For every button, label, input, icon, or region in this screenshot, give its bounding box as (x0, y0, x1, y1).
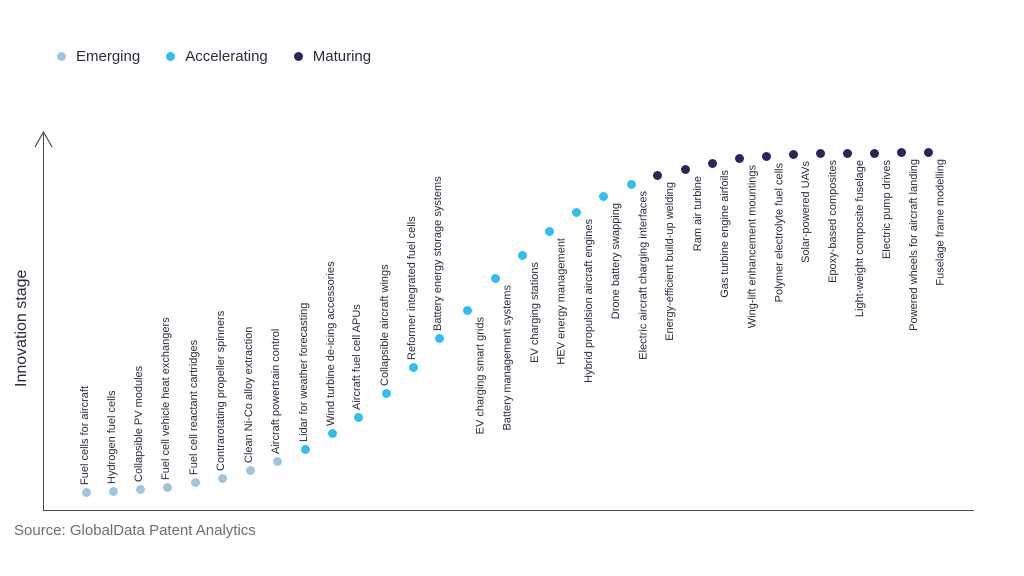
data-point-label: Clean Ni-Co alloy extraction (243, 326, 255, 463)
data-point-dot (81, 487, 91, 497)
data-point-label: Fuel cell reactant cartridges (188, 339, 200, 475)
data-point-label: Collapsible aircraft wings (379, 264, 391, 386)
data-point-dot (544, 226, 554, 236)
data-point-label: Aircraft powertrain control (270, 328, 282, 454)
y-axis-arrow-icon (34, 130, 53, 148)
data-point-dot (761, 151, 771, 161)
data-point-label: Reformer integrated fuel cells (406, 216, 418, 360)
legend-item-emerging: Emerging (57, 48, 140, 65)
data-point-dot (162, 482, 172, 492)
data-point-label: Electric pump drives (881, 160, 893, 260)
y-axis-line (43, 134, 44, 510)
data-point-label: HEV energy management (556, 238, 568, 365)
legend-label-maturing: Maturing (312, 48, 372, 65)
data-point-label: Lidar for weather forecasting (298, 302, 310, 442)
source-note: Source: GlobalData Patent Analytics (14, 522, 256, 539)
data-point-dot (734, 153, 744, 163)
data-point-dot (896, 147, 906, 157)
data-point-label: EV charging stations (529, 262, 541, 363)
data-point-dot (108, 486, 118, 496)
data-point-dot (462, 305, 472, 315)
data-point-dot (517, 250, 527, 260)
data-point-dot (190, 477, 200, 487)
maturing-dot-icon (293, 52, 303, 61)
data-point-dot (571, 207, 581, 217)
data-point-label: Collapsible PV modules (133, 365, 145, 482)
data-point-dot (598, 191, 608, 201)
data-point-label: Battery energy storage systems (432, 176, 444, 331)
data-point-dot (680, 164, 690, 174)
data-point-dot (652, 170, 662, 180)
data-point-label: Wind turbine de-icing accessories (325, 261, 337, 426)
data-point-dot (408, 362, 418, 372)
x-axis-line (43, 510, 974, 511)
data-point-label: Gas turbine engine airfoils (719, 170, 731, 298)
data-point-label: Epoxy-based composites (827, 160, 839, 283)
data-point-label: Solar-powered UAVs (800, 161, 812, 263)
data-point-dot (300, 444, 310, 454)
data-point-dot (272, 456, 282, 466)
data-point-dot (869, 148, 879, 158)
data-point-dot (135, 484, 145, 494)
data-point-dot (217, 473, 227, 483)
data-point-label: Drone battery swapping (610, 203, 622, 320)
data-point-dot (815, 148, 825, 158)
data-point-dot (788, 149, 798, 159)
data-point-label: Hybrid propulsion aircraft engines (583, 219, 595, 383)
data-point-label: EV charging smart grids (474, 317, 486, 435)
accelerating-dot-icon (166, 52, 176, 61)
data-point-label: Electric aircraft charging interfaces (638, 191, 650, 360)
data-point-label: Aircraft fuel cell APUs (351, 304, 363, 410)
data-point-label: Wing-lift enhancement mountings (746, 165, 758, 329)
data-point-label: Hydrogen fuel cells (106, 390, 118, 484)
data-point-label: Fuel cells for aircraft (79, 385, 91, 485)
data-point-dot (842, 148, 852, 158)
data-point-label: Energy-efficient build-up welding (664, 182, 676, 341)
data-point-label: Powered wheels for aircraft landing (908, 159, 920, 331)
data-point-dot (381, 388, 391, 398)
data-point-label: Battery management systems (502, 285, 514, 431)
data-point-dot (353, 412, 363, 422)
data-point-dot (626, 179, 636, 189)
data-point-label: Contrarotating propeller spinners (215, 310, 227, 471)
data-point-label: Fuselage frame modelling (935, 159, 947, 286)
data-point-dot (434, 333, 444, 343)
emerging-dot-icon (57, 52, 66, 61)
data-point-label: Ram air turbine (692, 176, 704, 252)
legend-item-maturing: Maturing (293, 48, 372, 65)
legend-item-accelerating: Accelerating (166, 48, 268, 65)
legend-label-accelerating: Accelerating (185, 48, 268, 65)
data-point-dot (245, 465, 255, 475)
data-point-dot (707, 158, 717, 168)
data-point-dot (923, 147, 933, 157)
chart-legend: Emerging Accelerating Maturing (57, 48, 371, 65)
data-point-label: Light-weight composite fuselage (854, 160, 866, 318)
data-point-label: Fuel cell vehicle heat exchangers (160, 317, 172, 480)
data-point-dot (490, 273, 500, 283)
legend-label-emerging: Emerging (76, 48, 141, 65)
data-point-label: Polymer electrolyte fuel cells (773, 163, 785, 303)
data-point-dot (327, 428, 337, 438)
